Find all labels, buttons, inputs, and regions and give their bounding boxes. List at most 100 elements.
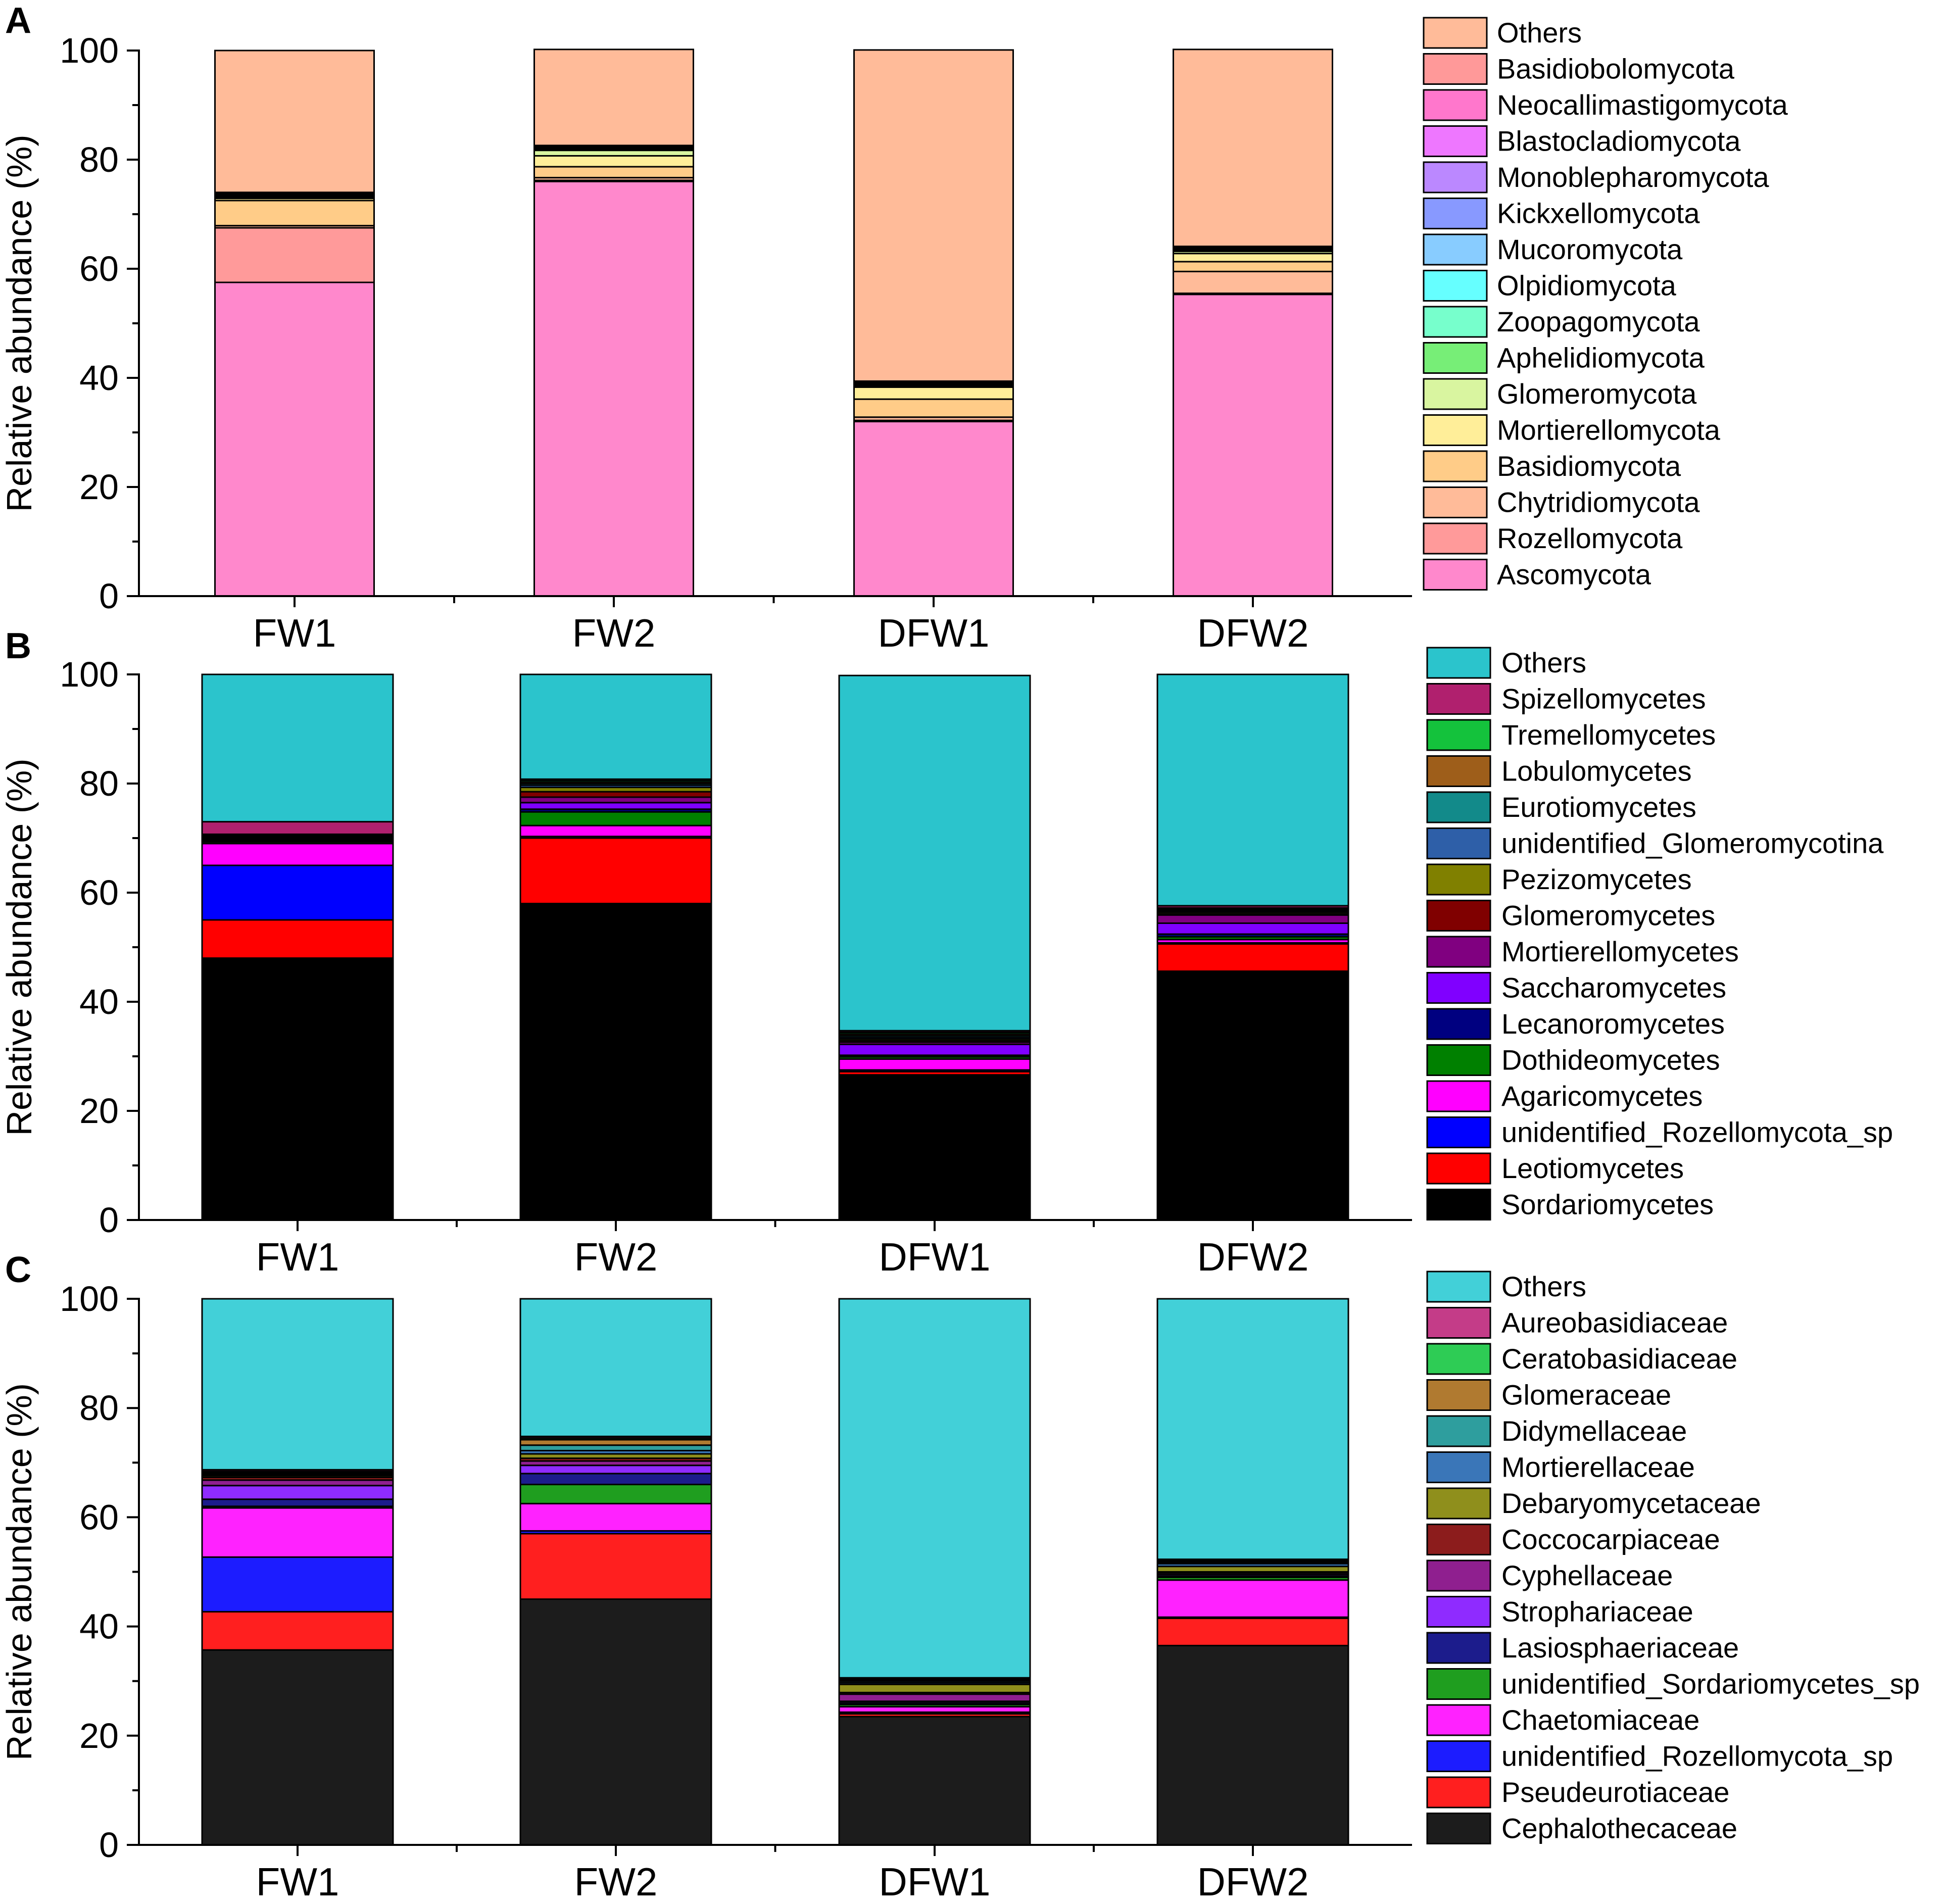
legend-swatch	[1426, 1307, 1491, 1339]
legend-label: Spizellomycetes	[1501, 683, 1706, 715]
y-tick-label: 40	[79, 982, 119, 1021]
legend-label: Aureobasidiaceae	[1501, 1307, 1728, 1339]
legend-label: unidentified_Rozellomycota_sp	[1501, 1740, 1893, 1772]
legend-swatch	[1426, 1559, 1491, 1592]
x-tick-label: FW2	[572, 611, 656, 655]
y-tick-label: 20	[79, 1091, 119, 1131]
legend-item: Mortierellomycota	[1423, 414, 1721, 446]
legend-item: Rozellomycota	[1423, 522, 1683, 555]
y-tick-label: 80	[79, 140, 119, 179]
legend-swatch	[1426, 900, 1491, 932]
bar-stack-FW1	[214, 50, 375, 597]
legend-swatch	[1426, 936, 1491, 968]
bar-segment	[201, 673, 394, 823]
bar-segment	[519, 1473, 712, 1486]
legend-item: Others	[1426, 1271, 1586, 1303]
bar-stack-FW2	[519, 1298, 712, 1846]
bar-segment	[1156, 970, 1349, 1221]
legend: Others Spizellomycetes Tremellomycetes Lobu…	[1426, 647, 1893, 1220]
bar-segment	[519, 1298, 712, 1437]
x-tick-label: FW2	[574, 1235, 658, 1279]
bar-segment	[1173, 294, 1333, 597]
legend-label: Mortierellomycetes	[1501, 936, 1739, 967]
legend-swatch	[1426, 1415, 1491, 1447]
legend-swatch	[1423, 306, 1488, 338]
legend-label: Monoblepharomycota	[1497, 161, 1769, 193]
legend-swatch	[1426, 863, 1491, 896]
y-tick-label: 80	[79, 764, 119, 803]
legend-swatch	[1426, 1776, 1491, 1809]
legend-item: Chytridiomycota	[1423, 486, 1700, 518]
legend-label: Sordariomycetes	[1501, 1189, 1714, 1220]
legend-swatch	[1426, 1596, 1491, 1628]
y-tick-label: 0	[99, 576, 119, 616]
bar-segment	[1156, 943, 1349, 972]
bar-segment	[838, 1693, 1031, 1702]
bar-segment	[838, 1683, 1031, 1693]
bar-segment	[1156, 914, 1349, 924]
y-axis-label: Relative abundance (%)	[0, 1383, 39, 1761]
legend-swatch	[1423, 414, 1488, 446]
legend-item: Pezizomycetes	[1426, 863, 1692, 896]
legend-label: Lasiosphaeriaceae	[1501, 1632, 1739, 1664]
bar-segment	[519, 903, 712, 1221]
legend-label: Agaricomycetes	[1501, 1080, 1703, 1112]
bar-segment	[533, 166, 694, 179]
bar-stack-FW1	[201, 673, 394, 1221]
legend-label: Chaetomiaceae	[1501, 1704, 1699, 1736]
bar-segment	[838, 674, 1031, 1032]
legend-item: Mucoromycota	[1423, 233, 1683, 266]
legend-item: Didymellaceae	[1426, 1415, 1687, 1447]
panel-label: A	[5, 1, 31, 41]
legend-label: Strophariaceae	[1501, 1596, 1693, 1628]
bar-segment	[519, 1598, 712, 1846]
y-tick-label: 0	[99, 1825, 119, 1865]
x-tick-label: DFW2	[1197, 1860, 1309, 1901]
legend-label: Cephalothecaceae	[1501, 1813, 1737, 1844]
legend-item: Saccharomycetes	[1426, 972, 1726, 1004]
x-tick-label: FW1	[256, 1235, 339, 1279]
legend-item: Monoblepharomycota	[1423, 161, 1769, 193]
bar-segment	[201, 821, 394, 835]
bar-segment	[533, 180, 694, 597]
legend-swatch	[1426, 1080, 1491, 1112]
legend-swatch	[1426, 1379, 1491, 1411]
x-tick-label: DFW1	[879, 1235, 991, 1279]
legend-swatch	[1423, 161, 1488, 193]
legend-label: Mortierellaceae	[1501, 1451, 1695, 1483]
bar-stack-FW1	[201, 1298, 394, 1846]
legend-label: Others	[1497, 17, 1582, 48]
bar-stack-DFW2	[1173, 48, 1333, 597]
legend-swatch	[1426, 1271, 1491, 1303]
legend-label: Eurotiomycetes	[1501, 791, 1696, 823]
legend-item: Dothideomycetes	[1426, 1044, 1720, 1076]
legend-swatch	[1426, 791, 1491, 823]
bar-segment	[838, 1706, 1031, 1713]
bar-segment	[519, 1444, 712, 1452]
bar-segment	[1156, 1644, 1349, 1846]
y-tick-label: 60	[79, 249, 119, 288]
legend-label: Ascomycota	[1497, 559, 1651, 591]
panel-C: C FW1 FW2 DFW1 DFW2 0 20 40 60 80 100 Relative abun…	[0, 1250, 1920, 1904]
legend-item: Chaetomiaceae	[1426, 1704, 1699, 1736]
legend-swatch	[1426, 1632, 1491, 1664]
legend-swatch	[1423, 450, 1488, 482]
y-tick-label: 80	[79, 1388, 119, 1428]
legend-swatch	[1426, 647, 1491, 679]
legend-label: Others	[1501, 1271, 1586, 1302]
legend-swatch	[1426, 755, 1491, 787]
legend-item: Lecanoromycetes	[1426, 1008, 1725, 1040]
panel-label: B	[5, 626, 31, 666]
bar-segment	[1156, 1566, 1349, 1573]
bar-segment	[201, 1556, 394, 1613]
bar-segment	[533, 155, 694, 168]
legend-label: unidentified_Rozellomycota_sp	[1501, 1116, 1893, 1148]
legend: Others Aureobasidiaceae Ceratobasidiaceae G…	[1426, 1271, 1920, 1844]
legend-label: Leotiomycetes	[1501, 1152, 1684, 1184]
legend-label: Mucoromycota	[1497, 233, 1683, 265]
legend-label: Ceratobasidiaceae	[1501, 1343, 1737, 1375]
bar-segment	[838, 1043, 1031, 1056]
legend-item: Lobulomycetes	[1426, 755, 1692, 787]
bar-segment	[201, 1498, 394, 1507]
